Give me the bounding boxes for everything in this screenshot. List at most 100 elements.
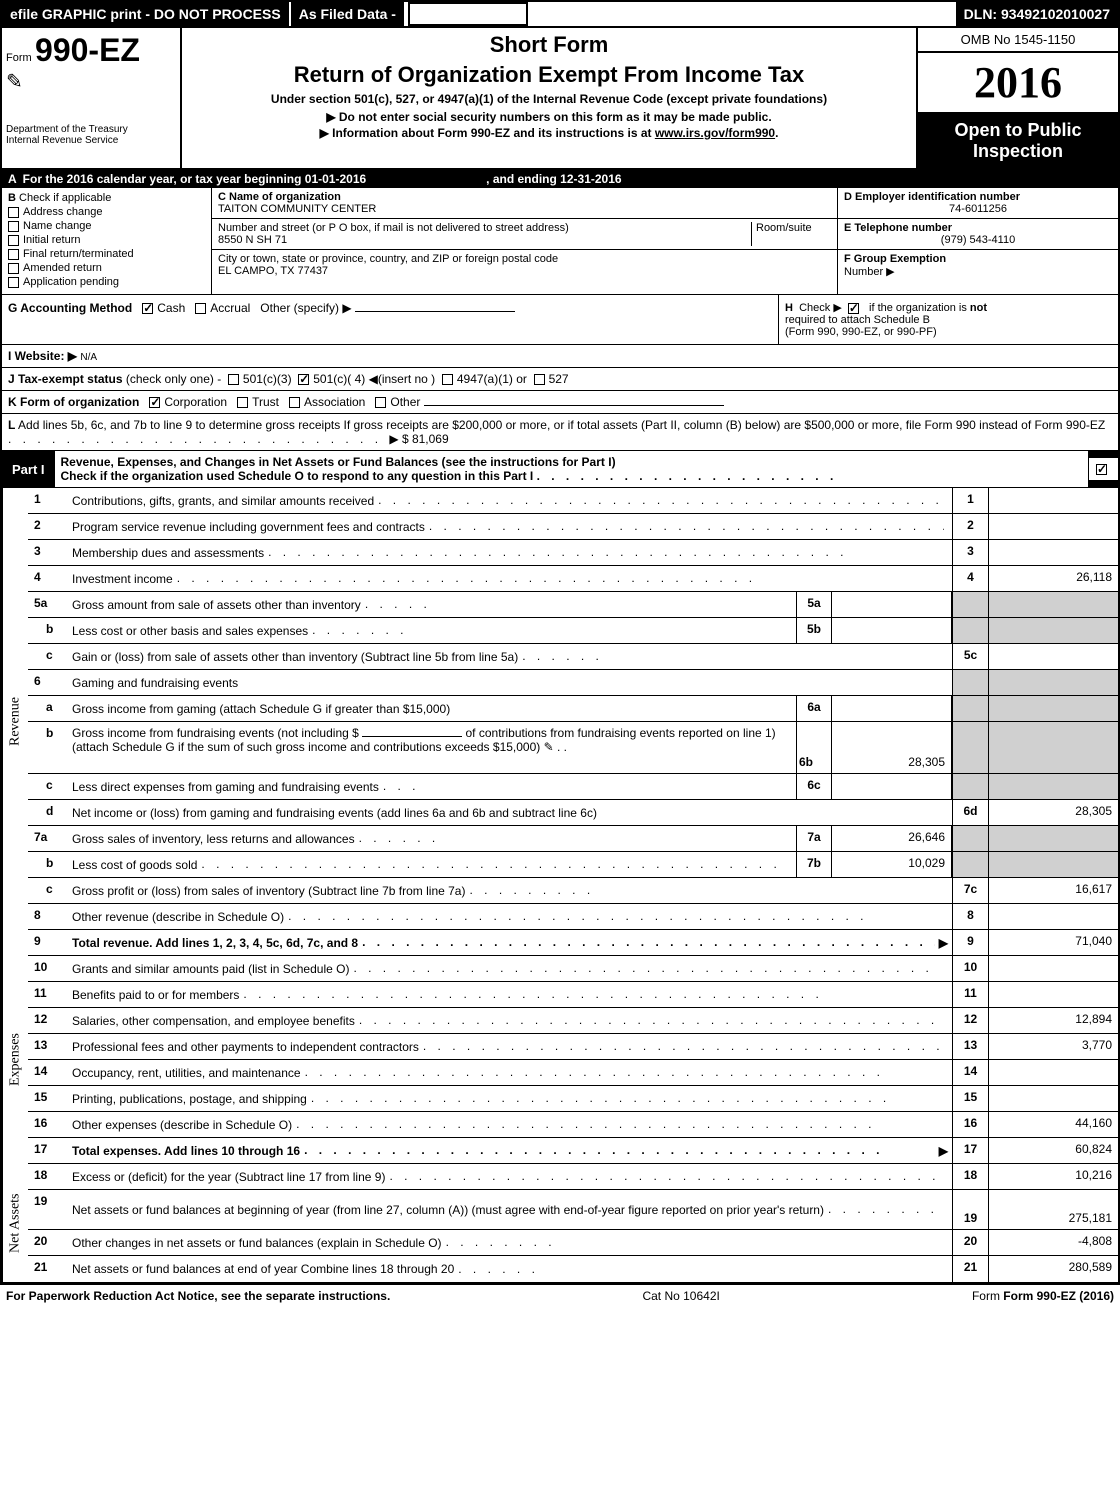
- l6d-num: d: [28, 800, 68, 825]
- cb-corporation[interactable]: [149, 397, 160, 408]
- dots: . . . . . . . . . . . . . . . . . . . . …: [296, 1117, 944, 1132]
- l14-desc-text: Occupancy, rent, utilities, and maintena…: [72, 1066, 301, 1080]
- l21-desc: Net assets or fund balances at end of ye…: [68, 1256, 952, 1282]
- l6-rnum-shaded: [952, 670, 988, 695]
- lbl-name-change: Name change: [23, 220, 92, 232]
- i-label: I Website: ▶: [8, 349, 77, 363]
- section-b: B Check if applicable Address change Nam…: [2, 188, 212, 294]
- cb-name-change[interactable]: [8, 221, 19, 232]
- l7a-desc-text: Gross sales of inventory, less returns a…: [72, 832, 355, 846]
- revenue-section: Revenue 1 Contributions, gifts, grants, …: [2, 487, 1118, 956]
- l16-desc-text: Other expenses (describe in Schedule O): [72, 1118, 292, 1132]
- l8-num: 8: [28, 904, 68, 929]
- cb-schedule-o[interactable]: [1096, 464, 1107, 475]
- line-2: 2 Program service revenue including gove…: [28, 514, 1118, 540]
- line-6c: c Less direct expenses from gaming and f…: [28, 774, 1118, 800]
- side-netassets: Net Assets: [2, 1164, 28, 1282]
- cb-trust[interactable]: [237, 397, 248, 408]
- cb-501c[interactable]: [298, 374, 309, 385]
- dept-irs: Internal Revenue Service: [6, 135, 176, 146]
- cb-accrual[interactable]: [195, 303, 206, 314]
- line-5a: 5a Gross amount from sale of assets othe…: [28, 592, 1118, 618]
- l8-rval: [988, 904, 1118, 929]
- l11-rnum: 11: [952, 982, 988, 1007]
- cb-k-other[interactable]: [375, 397, 386, 408]
- dots: . . . . . . . .: [446, 1235, 944, 1250]
- as-filed-input[interactable]: [408, 2, 528, 26]
- lbl-initial-return: Initial return: [23, 234, 80, 246]
- cb-application-pending[interactable]: [8, 277, 19, 288]
- cb-527[interactable]: [534, 374, 545, 385]
- l18-desc-text: Excess or (deficit) for the year (Subtra…: [72, 1170, 385, 1184]
- lbl-corporation: Corporation: [164, 395, 227, 409]
- info-about-text: ▶ Information about Form 990-EZ and its …: [320, 126, 655, 140]
- cb-final-return[interactable]: [8, 249, 19, 260]
- l-amount: ▶ $ 81,069: [389, 432, 448, 446]
- part-i-checkbox-cell: [1088, 458, 1118, 480]
- l5b-desc-text: Less cost or other basis and sales expen…: [72, 624, 308, 638]
- cb-501c3[interactable]: [228, 374, 239, 385]
- l7a-mval: 26,646: [832, 826, 952, 851]
- part-i-check: Check if the organization used Schedule …: [61, 469, 534, 483]
- dots: . . . . . . . . . . . . . . . . . . . . …: [288, 909, 944, 924]
- line-17: 17 Total expenses. Add lines 10 through …: [28, 1138, 1118, 1164]
- lbl-application-pending: Application pending: [23, 276, 119, 288]
- l3-rnum: 3: [952, 540, 988, 565]
- l6a-desc-text: Gross income from gaming (attach Schedul…: [72, 702, 450, 716]
- line-12: 12 Salaries, other compensation, and emp…: [28, 1008, 1118, 1034]
- l18-desc: Excess or (deficit) for the year (Subtra…: [68, 1164, 952, 1189]
- l13-desc: Professional fees and other payments to …: [68, 1034, 952, 1059]
- cb-amended-return[interactable]: [8, 263, 19, 274]
- dots: . . . . . . . . . . . . . . . . . . . . …: [359, 1013, 944, 1028]
- e-tel-block: E Telephone number (979) 543-4110: [838, 219, 1118, 250]
- l19-rval: 275,181: [988, 1190, 1118, 1229]
- l16-desc: Other expenses (describe in Schedule O).…: [68, 1112, 952, 1137]
- l9-rval: 71,040: [988, 930, 1118, 955]
- l4-rnum: 4: [952, 566, 988, 591]
- l6-num: 6: [28, 670, 68, 695]
- l4-desc-text: Investment income: [72, 572, 173, 586]
- l6b-rval-shaded: [988, 722, 1118, 773]
- l16-rnum: 16: [952, 1112, 988, 1137]
- l5b-rval-shaded: [988, 618, 1118, 643]
- c-city-label: City or town, state or province, country…: [218, 253, 831, 265]
- l20-desc-text: Other changes in net assets or fund bala…: [72, 1236, 442, 1250]
- cb-address-change[interactable]: [8, 207, 19, 218]
- l5a-desc: Gross amount from sale of assets other t…: [68, 592, 796, 617]
- k-other-input[interactable]: [424, 405, 724, 406]
- open-to-public: Open to Public Inspection: [918, 114, 1118, 168]
- lbl-association: Association: [304, 395, 365, 409]
- l6b-input[interactable]: [362, 736, 462, 737]
- dept-treasury: Department of the Treasury: [6, 124, 176, 135]
- g-other-input[interactable]: [355, 311, 515, 312]
- line-13: 13 Professional fees and other payments …: [28, 1034, 1118, 1060]
- dots: . . . . . . . . . . . . . . . . . . . . …: [429, 519, 944, 534]
- l1-rval: [988, 488, 1118, 513]
- netassets-lines: 18 Excess or (deficit) for the year (Sub…: [28, 1164, 1118, 1282]
- cb-4947[interactable]: [442, 374, 453, 385]
- l10-desc-text: Grants and similar amounts paid (list in…: [72, 962, 349, 976]
- e-tel: (979) 543-4110: [844, 234, 1112, 246]
- omb-number: OMB No 1545-1150: [918, 28, 1118, 53]
- dots: . . . . . . . . . . . . . . . . . . . . …: [305, 1065, 944, 1080]
- cb-association[interactable]: [289, 397, 300, 408]
- cb-initial-return[interactable]: [8, 235, 19, 246]
- section-l: L Add lines 5b, 6c, and 7b to line 9 to …: [2, 414, 1118, 451]
- dots: . . . . . . . . .: [469, 883, 944, 898]
- cb-cash[interactable]: [142, 303, 153, 314]
- l21-num: 21: [28, 1256, 68, 1282]
- irs-link[interactable]: www.irs.gov/form990: [655, 126, 775, 140]
- open-public-1: Open to Public: [922, 120, 1114, 141]
- l6c-rval-shaded: [988, 774, 1118, 799]
- l-text: Add lines 5b, 6c, and 7b to line 9 to de…: [18, 418, 1105, 432]
- c-street: 8550 N SH 71: [218, 234, 751, 246]
- c-street-label: Number and street (or P O box, if mail i…: [218, 222, 751, 234]
- cb-not-required[interactable]: [848, 303, 859, 314]
- header-right: OMB No 1545-1150 2016 Open to Public Ins…: [918, 28, 1118, 168]
- form-prefix: Form: [6, 52, 32, 64]
- h-not: not: [970, 302, 987, 314]
- header-left: Form 990-EZ ✎ Department of the Treasury…: [2, 28, 182, 168]
- f-group-block: F Group Exemption Number ▶: [838, 250, 1118, 281]
- l6c-desc: Less direct expenses from gaming and fun…: [68, 774, 796, 799]
- l3-num: 3: [28, 540, 68, 565]
